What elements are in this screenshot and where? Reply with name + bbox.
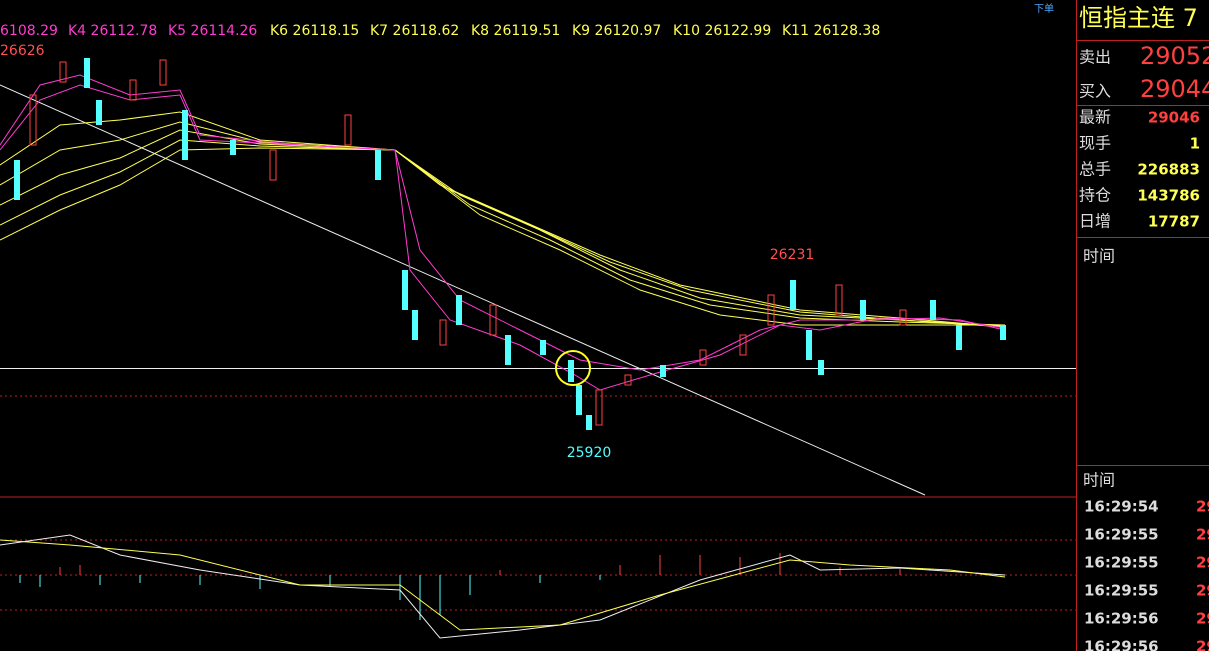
ma-legend: 6108.29 <box>0 23 58 39</box>
candles <box>14 58 1006 430</box>
highlight-circle <box>555 350 591 386</box>
tick-price: 29 <box>1196 610 1209 628</box>
ma-legend: K10 26122.99 <box>673 23 771 39</box>
panel-label: 时间 <box>1083 471 1115 490</box>
tick-time: 16:29:55 <box>1084 582 1159 600</box>
macd <box>0 534 1006 639</box>
panel-value: 29046 <box>1148 109 1200 127</box>
ma-legend: K7 26118.62 <box>370 23 459 39</box>
tick-time: 16:29:56 <box>1084 638 1159 651</box>
tick-price: 29 <box>1196 638 1209 651</box>
panel-title: 恒指主连 7 <box>1079 4 1198 32</box>
sell-price: 29052 <box>1140 42 1209 70</box>
panel-label: 最新 <box>1079 108 1111 127</box>
ma-legend: K4 26112.78 <box>68 23 157 39</box>
annotation: 26231 <box>770 247 815 263</box>
trend-line <box>0 84 926 496</box>
buy-price: 29044 <box>1140 75 1209 103</box>
ma-legend: K9 26120.97 <box>572 23 661 39</box>
tick-time: 16:29:55 <box>1084 554 1159 572</box>
ma-legend: K6 26118.15 <box>270 23 359 39</box>
panel-value: 226883 <box>1137 161 1200 179</box>
panel-label: 买入 <box>1079 82 1111 101</box>
tick-price: 29 <box>1196 526 1209 544</box>
panel-value: 17787 <box>1148 213 1200 231</box>
ma-legend: K5 26114.26 <box>168 23 257 39</box>
panel-label: 日增 <box>1079 212 1111 231</box>
panel-label: 总手 <box>1079 160 1111 179</box>
tick-time: 16:29:54 <box>1084 498 1159 516</box>
ma-legend: K11 26128.38 <box>782 23 880 39</box>
panel-label: 卖出 <box>1079 48 1111 67</box>
dynamic-content: 6108.29 K4 26112.78 K5 26114.26 K6 26118.15… <box>0 4 1209 651</box>
panel-label: 持仓 <box>1079 186 1111 205</box>
panel-value: 143786 <box>1137 187 1200 205</box>
panel-dividers <box>1076 40 1209 466</box>
tick-time: 16:29:55 <box>1084 526 1159 544</box>
annotation: 26626 <box>0 43 45 59</box>
tick-price: 29 <box>1196 554 1209 572</box>
annotation: 25920 <box>567 445 612 461</box>
chart-frame <box>0 0 1077 651</box>
moving-averages <box>0 74 1006 391</box>
tick-price: 29 <box>1196 498 1209 516</box>
panel-value: 1 <box>1190 135 1200 153</box>
panel-label: 时间 <box>1083 247 1115 266</box>
ma-legend: K8 26119.51 <box>471 23 560 39</box>
panel-label: 现手 <box>1079 134 1111 153</box>
tick-price: 29 <box>1196 582 1209 600</box>
tick-time: 16:29:56 <box>1084 610 1159 628</box>
order-button[interactable]: 下单 <box>1034 3 1054 15</box>
